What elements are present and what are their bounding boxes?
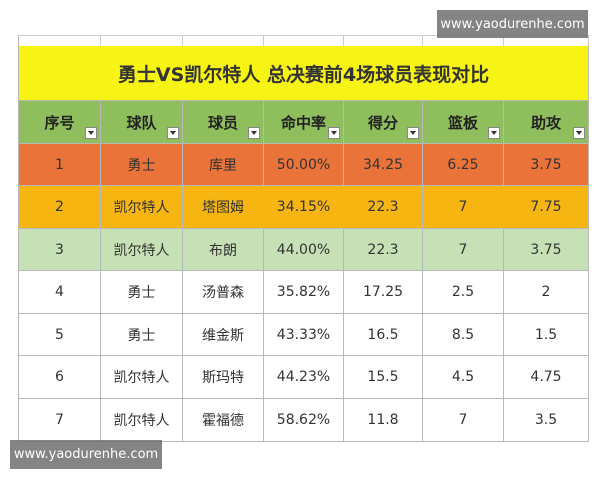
table-cell: 勇士 bbox=[101, 144, 183, 186]
table-cell: 7 bbox=[423, 186, 504, 229]
table-cell: 3 bbox=[19, 229, 101, 271]
table-cell: 15.5 bbox=[344, 356, 423, 399]
header-cell: 得分 bbox=[344, 101, 423, 144]
table-cell: 34.25 bbox=[344, 144, 423, 186]
table-cell: 43.33% bbox=[264, 314, 344, 356]
table-cell: 7 bbox=[423, 229, 504, 271]
column-divider bbox=[343, 36, 344, 46]
table-cell: 凯尔特人 bbox=[101, 356, 183, 399]
filter-button[interactable] bbox=[248, 127, 260, 139]
table-cell: 44.23% bbox=[264, 356, 344, 399]
table-cell: 6 bbox=[19, 356, 101, 399]
table-cell: 58.62% bbox=[264, 399, 344, 442]
column-divider bbox=[263, 36, 264, 46]
table-cell: 7.75 bbox=[504, 186, 589, 229]
table-cell: 1 bbox=[19, 144, 101, 186]
header-cell: 助攻 bbox=[504, 101, 589, 144]
table-cell: 7 bbox=[423, 399, 504, 442]
table-cell: 50.00% bbox=[264, 144, 344, 186]
table-cell: 库里 bbox=[183, 144, 264, 186]
table-cell: 22.3 bbox=[344, 229, 423, 271]
table-cell: 44.00% bbox=[264, 229, 344, 271]
column-divider bbox=[100, 36, 101, 46]
table-cell: 3.5 bbox=[504, 399, 589, 442]
table-cell: 布朗 bbox=[183, 229, 264, 271]
table-cell: 凯尔特人 bbox=[101, 229, 183, 271]
filter-button[interactable] bbox=[407, 127, 419, 139]
table-cell: 凯尔特人 bbox=[101, 186, 183, 229]
table-cell: 勇士 bbox=[101, 314, 183, 356]
table-cell: 4 bbox=[19, 271, 101, 314]
table-cell: 16.5 bbox=[344, 314, 423, 356]
table-cell: 4.75 bbox=[504, 356, 589, 399]
column-divider bbox=[588, 36, 589, 46]
table-cell: 35.82% bbox=[264, 271, 344, 314]
table-cell: 11.8 bbox=[344, 399, 423, 442]
table-cell: 3.75 bbox=[504, 229, 589, 271]
table-cell: 34.15% bbox=[264, 186, 344, 229]
table-cell: 3.75 bbox=[504, 144, 589, 186]
table-cell: 2 bbox=[504, 271, 589, 314]
spreadsheet: 勇士VS凯尔特人 总决赛前4场球员表现对比 序号 球队 球员 命中率 得分 篮板 助攻 1 勇士… bbox=[18, 35, 589, 442]
filter-button[interactable] bbox=[488, 127, 500, 139]
column-divider bbox=[503, 36, 504, 46]
table-cell: 维金斯 bbox=[183, 314, 264, 356]
filter-button[interactable] bbox=[328, 127, 340, 139]
table-cell: 斯玛特 bbox=[183, 356, 264, 399]
table-cell: 4.5 bbox=[423, 356, 504, 399]
table-cell: 17.25 bbox=[344, 271, 423, 314]
header-cell: 篮板 bbox=[423, 101, 504, 144]
table-cell: 2.5 bbox=[423, 271, 504, 314]
title-cell: 勇士VS凯尔特人 总决赛前4场球员表现对比 bbox=[19, 46, 589, 101]
column-divider bbox=[182, 36, 183, 46]
header-cell: 球队 bbox=[101, 101, 183, 144]
table-cell: 勇士 bbox=[101, 271, 183, 314]
header-cell: 命中率 bbox=[264, 101, 344, 144]
filter-button[interactable] bbox=[167, 127, 179, 139]
table-cell: 2 bbox=[19, 186, 101, 229]
filter-button[interactable] bbox=[85, 127, 97, 139]
table-cell: 7 bbox=[19, 399, 101, 442]
table-cell: 1.5 bbox=[504, 314, 589, 356]
table-cell: 5 bbox=[19, 314, 101, 356]
column-divider bbox=[422, 36, 423, 46]
table-cell: 凯尔特人 bbox=[101, 399, 183, 442]
filter-button[interactable] bbox=[573, 127, 585, 139]
table-cell: 8.5 bbox=[423, 314, 504, 356]
table-cell: 塔图姆 bbox=[183, 186, 264, 229]
watermark: www.yaodurenhe.com bbox=[10, 440, 162, 469]
table-cell: 6.25 bbox=[423, 144, 504, 186]
table-cell: 霍福德 bbox=[183, 399, 264, 442]
header-cell: 序号 bbox=[19, 101, 101, 144]
table-cell: 22.3 bbox=[344, 186, 423, 229]
table-cell: 汤普森 bbox=[183, 271, 264, 314]
watermark: www.yaodurenhe.com bbox=[437, 10, 588, 38]
header-cell: 球员 bbox=[183, 101, 264, 144]
